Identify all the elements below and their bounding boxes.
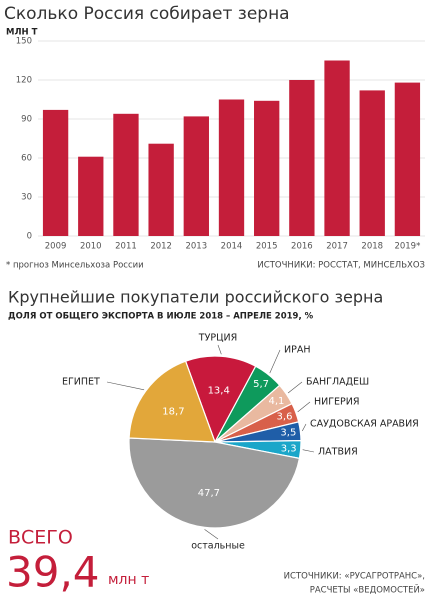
x-tick-label: 2009 <box>45 242 67 252</box>
category-label: ЕГИПЕТ <box>62 377 100 388</box>
bar <box>113 113 139 236</box>
x-tick-label: 2015 <box>256 242 278 252</box>
pie-slice <box>184 355 257 444</box>
footnote: * прогноз Минсельхоза России <box>6 261 144 271</box>
category-label: ИРАН <box>284 345 310 356</box>
bar <box>218 99 245 236</box>
category-label: САУДОВСКАЯ АРАВИЯ <box>310 419 419 430</box>
value-label: 18,7 <box>162 406 184 417</box>
bar <box>324 60 350 236</box>
source: ИСТОЧНИКИ: РОССТАТ, МИНСЕЛЬХОЗ <box>257 261 425 271</box>
x-tick-label: 2014 <box>221 242 243 252</box>
bar <box>289 80 315 236</box>
y-tick-label: 120 <box>16 76 32 86</box>
x-tick-label: 2016 <box>291 242 313 252</box>
y-tick-label: 90 <box>21 115 32 125</box>
total-unit: млн т <box>108 572 149 588</box>
category-label: БАНГЛАДЕШ <box>306 377 369 388</box>
x-tick-label: 2012 <box>150 242 172 252</box>
x-tick-label: 2019* <box>394 242 420 252</box>
category-label: ЛАТВИЯ <box>318 447 358 458</box>
y-axis-label: МЛН Т <box>6 28 38 38</box>
source: ИСТОЧНИКИ: «РУСАГРОТРАНС», <box>284 572 425 582</box>
value-label: 47,7 <box>198 488 220 499</box>
y-tick-label: 150 <box>16 37 32 47</box>
y-tick-label: 30 <box>21 193 32 203</box>
bar <box>148 143 174 236</box>
category-label: НИГЕРИЯ <box>314 397 359 408</box>
pie-slice <box>128 360 216 443</box>
value-label: 3,3 <box>281 443 297 454</box>
value-label: 3,6 <box>277 412 293 423</box>
leader-line <box>217 344 222 355</box>
leader-line <box>269 349 281 374</box>
y-tick-label: 0 <box>27 232 32 242</box>
bar <box>359 90 385 237</box>
pie-slice <box>128 437 301 529</box>
leader-line <box>287 381 303 394</box>
bar <box>78 156 104 236</box>
x-tick-label: 2013 <box>185 242 207 252</box>
bar <box>394 82 421 236</box>
category-label: ТУРЦИЯ <box>198 333 237 344</box>
chart-title: Сколько Россия собирает зерна <box>4 4 290 24</box>
value-label: 4,1 <box>268 396 284 407</box>
x-tick-label: 2018 <box>361 242 383 252</box>
category-label: остальные <box>191 541 245 552</box>
value-label: 5,7 <box>253 379 269 390</box>
total-label: ВСЕГО <box>8 527 73 549</box>
leader-line <box>302 423 307 432</box>
chart-subtitle: ДОЛЯ ОТ ОБЩЕГО ЭКСПОРТА В ИЮЛЕ 2018 – АП… <box>8 312 314 322</box>
x-tick-label: 2011 <box>115 242 137 252</box>
x-tick-label: 2010 <box>80 242 102 252</box>
value-label: 13,4 <box>208 386 230 397</box>
leader-line <box>297 401 311 413</box>
bar <box>42 109 69 236</box>
leader-line <box>302 449 315 453</box>
bar <box>183 116 209 236</box>
source: РАСЧЕТЫ «ВЕДОМОСТЕЙ» <box>310 584 425 596</box>
value-label: 3,5 <box>280 428 296 439</box>
leader-line <box>106 381 145 391</box>
y-tick-label: 60 <box>21 154 32 164</box>
bar <box>254 100 280 236</box>
chart-title: Крупнейшие покупатели российского зерна <box>8 288 383 307</box>
x-tick-label: 2017 <box>326 242 348 252</box>
leader-line <box>204 529 219 540</box>
total-value: 39,4 <box>6 548 100 597</box>
